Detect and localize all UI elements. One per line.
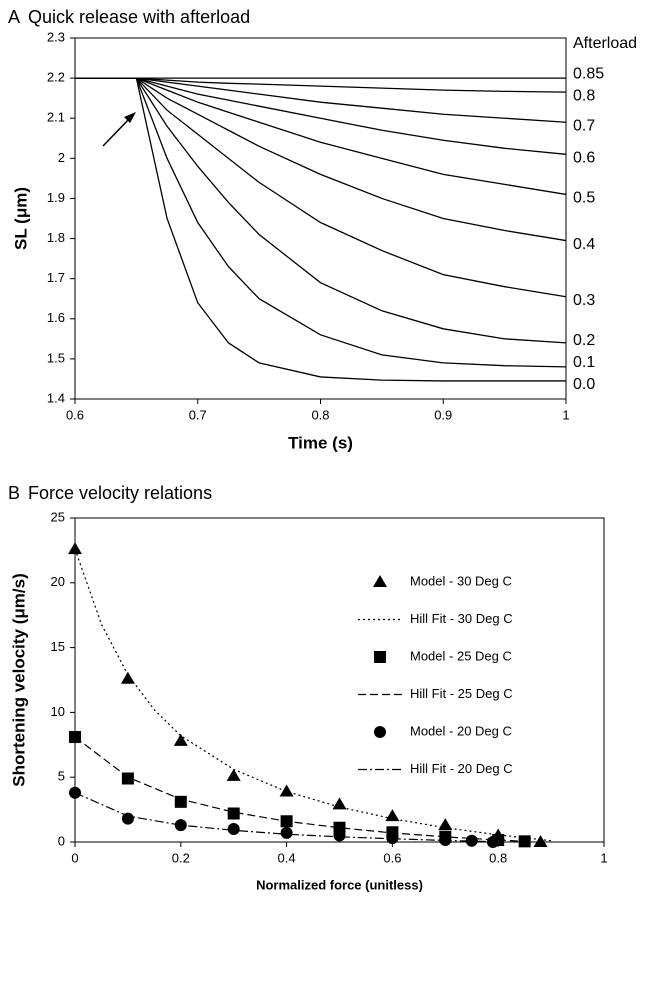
legend-label: Hill Fit - 25 Deg C [410, 686, 513, 701]
chart-title: Quick release with afterload [28, 7, 250, 27]
curve [75, 77, 567, 93]
legend-marker [374, 651, 386, 663]
marker-square [227, 807, 240, 820]
curve [75, 77, 567, 368]
marker-circle [333, 829, 346, 842]
y-tick-label: 2.3 [47, 29, 65, 44]
legend-label: Model - 25 Deg C [410, 648, 512, 663]
marker-triangle [173, 733, 188, 746]
y-tick-label: 2.2 [47, 70, 65, 85]
legend-marker [373, 575, 387, 587]
fit-line [74, 792, 499, 843]
marker-triangle [120, 671, 135, 684]
y-tick-label: 2 [58, 150, 65, 165]
marker-square [121, 772, 134, 785]
curve [75, 77, 567, 196]
y-tick-label: 5 [58, 769, 65, 784]
legend-label: Hill Fit - 20 Deg C [410, 761, 513, 776]
legend-label: Model - 30 Deg C [410, 573, 512, 588]
curve-label: 0.3 [573, 292, 595, 309]
x-tick-label: 0.7 [189, 407, 207, 422]
x-tick-label: 0.8 [489, 850, 507, 865]
x-tick-label: 0.6 [66, 407, 84, 422]
curve-label: 0.4 [573, 236, 595, 253]
curve-label: 0.6 [573, 150, 595, 167]
y-tick-label: 0 [58, 833, 65, 848]
x-tick-label: 0.9 [434, 407, 452, 422]
marker-circle [227, 823, 240, 836]
legend-marker [374, 726, 386, 738]
x-tick-label: 1 [600, 850, 607, 865]
curve [75, 77, 567, 123]
panel-label: A [8, 7, 20, 27]
y-tick-label: 1.6 [47, 310, 65, 325]
x-tick-label: 1 [562, 407, 569, 422]
y-tick-label: 1.8 [47, 230, 65, 245]
x-tick-label: 0.2 [172, 850, 190, 865]
y-tick-label: 1.5 [47, 350, 65, 365]
curve [75, 77, 567, 155]
legend-title: Afterload [573, 35, 637, 52]
marker-triangle [226, 768, 241, 781]
y-tick-label: 15 [51, 639, 65, 654]
curve-label: 0.85 [573, 65, 604, 82]
y-tick-label: 1.9 [47, 190, 65, 205]
legend-label: Model - 20 Deg C [410, 723, 512, 738]
marker-circle [174, 819, 187, 832]
curve-label: 0.7 [573, 117, 595, 134]
curve [75, 77, 567, 298]
x-axis-label: Time (s) [288, 433, 353, 452]
fit-line [74, 736, 525, 842]
y-tick-label: 10 [51, 704, 65, 719]
marker-circle [486, 836, 499, 848]
curve-label: 0.1 [573, 354, 595, 371]
y-tick-label: 1.4 [47, 390, 65, 405]
x-axis-label: Normalized force (unitless) [256, 877, 423, 892]
marker-circle [280, 826, 293, 839]
marker-circle [465, 834, 478, 847]
marker-triangle [68, 542, 82, 555]
curve-label: 0.2 [573, 332, 595, 349]
curve-label: 0.0 [573, 376, 595, 393]
y-axis-label: Shortening velocity (μm/s) [9, 573, 28, 787]
x-tick-label: 0.6 [383, 850, 401, 865]
panel-label: B [8, 483, 20, 503]
chart-title: Force velocity relations [28, 483, 212, 503]
marker-triangle [438, 818, 453, 831]
curve-label: 0.5 [573, 190, 595, 207]
curve-label: 0.8 [573, 87, 595, 104]
y-tick-label: 25 [51, 509, 65, 524]
y-tick-label: 1.7 [47, 270, 65, 285]
marker-triangle [533, 835, 548, 847]
marker-circle [121, 812, 134, 825]
y-axis-label: SL (μm) [11, 187, 30, 250]
curve [75, 77, 567, 344]
plot-frame [74, 37, 567, 400]
legend-label: Hill Fit - 30 Deg C [410, 611, 513, 626]
arrow [102, 116, 132, 147]
y-tick-label: 2.1 [47, 110, 65, 125]
plot-frame [74, 517, 605, 843]
x-tick-label: 0.4 [278, 850, 296, 865]
marker-triangle [385, 809, 400, 822]
marker-triangle [332, 797, 347, 810]
marker-square [174, 795, 187, 808]
x-tick-label: 0.8 [311, 407, 329, 422]
arrow-head [124, 112, 136, 123]
curve [75, 77, 566, 382]
x-tick-label: 0 [71, 850, 78, 865]
curve [75, 77, 567, 242]
marker-triangle [279, 784, 294, 797]
y-tick-label: 20 [51, 574, 65, 589]
marker-circle [386, 832, 399, 845]
